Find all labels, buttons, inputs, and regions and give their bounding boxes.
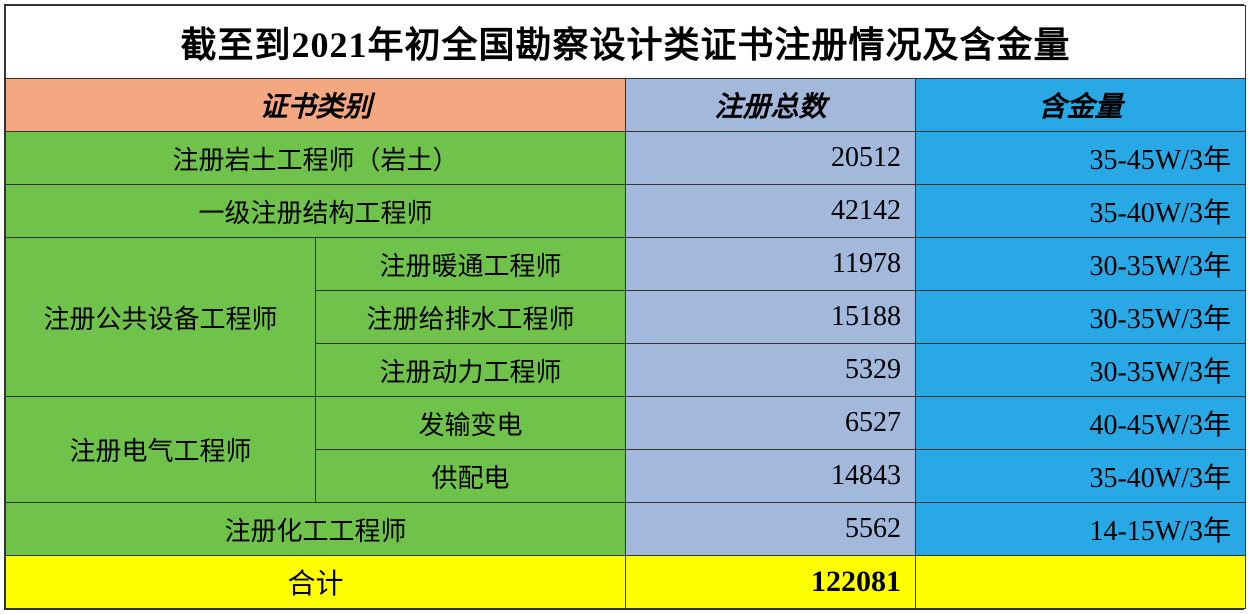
count-cell: 5329 <box>626 344 916 397</box>
category-cell: 注册岩土工程师（岩土） <box>6 132 626 185</box>
title-row: 截至到2021年初全国勘察设计类证书注册情况及含金量 <box>6 6 1246 79</box>
category-sub-cell: 注册暖通工程师 <box>316 238 626 291</box>
total-label: 合计 <box>6 556 626 609</box>
certificate-table-container: 截至到2021年初全国勘察设计类证书注册情况及含金量 证书类别 注册总数 含金量… <box>4 4 1244 610</box>
table-row: 注册岩土工程师（岩土） 20512 35-45W/3年 <box>6 132 1246 185</box>
count-cell: 5562 <box>626 503 916 556</box>
table-row: 注册化工工程师 5562 14-15W/3年 <box>6 503 1246 556</box>
table-title: 截至到2021年初全国勘察设计类证书注册情况及含金量 <box>6 6 1246 79</box>
category-main-cell: 注册公共设备工程师 <box>6 238 316 397</box>
count-cell: 14843 <box>626 450 916 503</box>
total-row: 合计 122081 <box>6 556 1246 609</box>
value-cell: 35-45W/3年 <box>916 132 1246 185</box>
count-cell: 15188 <box>626 291 916 344</box>
table-row: 注册电气工程师 发输变电 6527 40-45W/3年 <box>6 397 1246 450</box>
category-cell: 注册化工工程师 <box>6 503 626 556</box>
count-cell: 20512 <box>626 132 916 185</box>
table-row: 注册公共设备工程师 注册暖通工程师 11978 30-35W/3年 <box>6 238 1246 291</box>
header-value: 含金量 <box>916 79 1246 132</box>
value-cell: 35-40W/3年 <box>916 450 1246 503</box>
value-cell: 14-15W/3年 <box>916 503 1246 556</box>
category-sub-cell: 发输变电 <box>316 397 626 450</box>
header-count: 注册总数 <box>626 79 916 132</box>
category-cell: 一级注册结构工程师 <box>6 185 626 238</box>
value-cell: 40-45W/3年 <box>916 397 1246 450</box>
value-cell: 35-40W/3年 <box>916 185 1246 238</box>
count-cell: 42142 <box>626 185 916 238</box>
value-cell: 30-35W/3年 <box>916 291 1246 344</box>
count-cell: 6527 <box>626 397 916 450</box>
count-cell: 11978 <box>626 238 916 291</box>
value-cell: 30-35W/3年 <box>916 238 1246 291</box>
table-row: 一级注册结构工程师 42142 35-40W/3年 <box>6 185 1246 238</box>
category-sub-cell: 注册给排水工程师 <box>316 291 626 344</box>
header-category: 证书类别 <box>6 79 626 132</box>
header-row: 证书类别 注册总数 含金量 <box>6 79 1246 132</box>
category-main-cell: 注册电气工程师 <box>6 397 316 503</box>
total-value-empty <box>916 556 1246 609</box>
total-count: 122081 <box>626 556 916 609</box>
category-sub-cell: 供配电 <box>316 450 626 503</box>
certificate-table: 截至到2021年初全国勘察设计类证书注册情况及含金量 证书类别 注册总数 含金量… <box>5 5 1246 609</box>
category-sub-cell: 注册动力工程师 <box>316 344 626 397</box>
value-cell: 30-35W/3年 <box>916 344 1246 397</box>
